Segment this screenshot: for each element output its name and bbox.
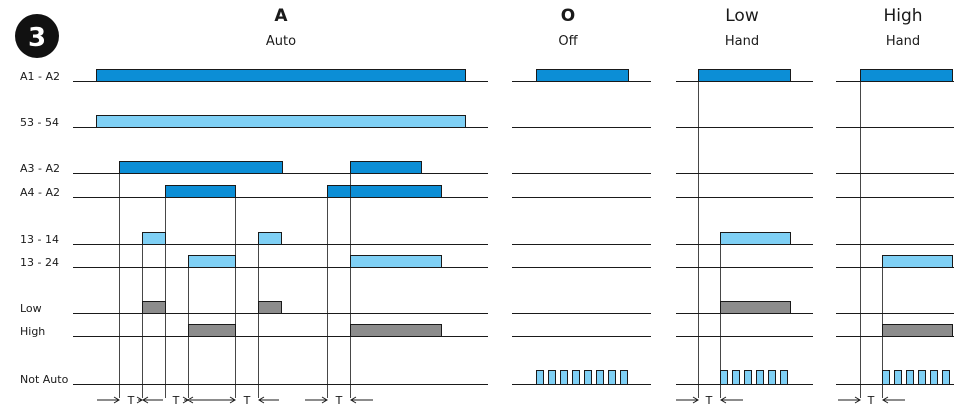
section-subtitle-off: Off [558,34,578,49]
notauto-flash-low-4 [768,370,776,385]
notauto-flash-off-5 [596,370,604,385]
pulse-5354-auto-4 [96,115,466,128]
pulse-a1a2-high-3 [860,69,953,82]
pulse-a3a2-auto-5 [119,161,283,174]
section-subtitle-high: Hand [886,34,920,49]
notauto-flash-low-5 [780,370,788,385]
step-badge: 3 [15,14,59,58]
pulse-1324-auto-12 [188,255,236,268]
signal-label-high: High [20,325,45,338]
pulse-high-auto-18 [188,324,236,337]
pulse-1324-high-14 [882,255,953,268]
notauto-flash-high-4 [930,370,938,385]
section-title-auto: A [274,6,288,26]
delay-label-t-1: T [172,394,180,407]
pulse-low-auto-16 [258,301,282,314]
notauto-flash-off-6 [608,370,616,385]
notauto-flash-off-1 [548,370,556,385]
pulse-high-auto-19 [350,324,442,337]
delay-label-t-2: T [243,394,251,407]
delay-label-t-0: T [127,394,135,407]
badge-circle [15,14,59,58]
signal-label-a4a2: A4 - A2 [20,186,60,199]
notauto-flash-off-2 [560,370,568,385]
pulse-1314-auto-10 [258,232,282,245]
notauto-flash-high-3 [918,370,926,385]
section-subtitle-auto: Auto [266,34,296,49]
notauto-flash-low-1 [732,370,740,385]
pulse-a3a2-auto-6 [350,161,422,174]
delay-label-t-3: T [335,394,343,407]
badge-number: 3 [28,23,46,53]
signal-label-1314: 13 - 14 [20,233,59,246]
timing-guide-lines [119,81,883,398]
signal-label-5354: 53 - 54 [20,116,59,129]
notauto-flash-off-0 [536,370,544,385]
pulse-a1a2-low-2 [698,69,791,82]
notauto-flash-off-7 [620,370,628,385]
section-title-low: Low [725,6,759,26]
pulse-low-auto-15 [142,301,166,314]
pulse-1314-low-11 [720,232,791,245]
pulse-a1a2-auto-0 [96,69,466,82]
pulse-low-low-17 [720,301,791,314]
signal-label-low: Low [20,302,42,315]
notauto-flash-high-2 [906,370,914,385]
notauto-flash-low-3 [756,370,764,385]
pulse-a1a2-off-1 [536,69,629,82]
pulse-a4a2-auto-7 [165,185,236,198]
pulse-high-high-20 [882,324,953,337]
signal-label-a1a2: A1 - A2 [20,70,60,83]
signal-pulses [96,69,953,385]
notauto-flash-low-0 [720,370,728,385]
signal-label-notauto: Not Auto [20,373,69,386]
pulse-1324-auto-13 [350,255,442,268]
delay-label-t-4: T [705,394,713,407]
signal-labels: A1 - A2 53 - 54 A3 - A2 A4 - A2 13 - 14 13 - … [20,70,69,386]
delay-label-t-5: T [867,394,875,407]
signal-label-1324: 13 - 24 [20,256,59,269]
section-title-high: High [883,6,922,26]
notauto-flash-off-4 [584,370,592,385]
section-subtitle-low: Hand [725,34,759,49]
pulse-a4a2-auto-8 [327,185,442,198]
notauto-flash-high-5 [942,370,950,385]
notauto-flash-high-1 [894,370,902,385]
section-headers: A Auto O Off Low Hand High Hand [266,6,923,49]
notauto-flash-off-3 [572,370,580,385]
notauto-flash-high-0 [882,370,890,385]
section-title-off: O [561,6,575,26]
signal-label-a3a2: A3 - A2 [20,162,60,175]
pulse-1314-auto-9 [142,232,166,245]
notauto-flash-low-2 [744,370,752,385]
